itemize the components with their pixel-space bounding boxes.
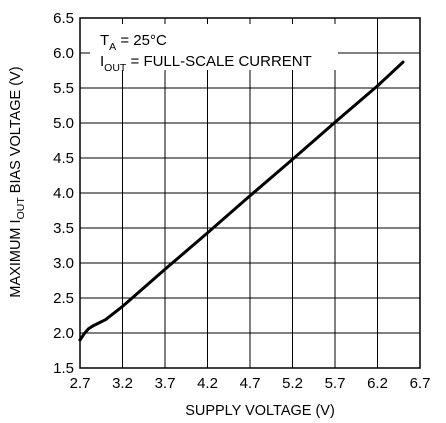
x-tick-label: 3.2 [112,375,133,392]
y-tick-label: 4.5 [53,150,74,167]
y-tick-label: 6.5 [53,10,74,27]
x-tick-label: 3.7 [155,375,176,392]
series-line [78,60,405,342]
grid [79,17,421,369]
annotation-temperature: TA = 25°C [100,32,167,53]
y-tick-label: 5.0 [53,115,74,132]
y-tick-label: 2.5 [53,290,74,307]
x-axis-label: SUPPLY VOLTAGE (V) [185,403,335,419]
y-tick-label: 2.0 [53,325,74,342]
annotation-current: IOUT = FULL-SCALE CURRENT [100,53,312,74]
x-tick-labels: 2.7 3.2 3.7 4.2 4.7 5.2 5.7 6.2 6.7 [70,375,431,392]
x-tick-label: 5.7 [325,375,346,392]
y-tick-label: 1.5 [53,360,74,377]
y-tick-label: 6.0 [53,45,74,62]
annotation-background [90,24,338,70]
y-tick-labels: 1.5 2.0 2.5 3.0 3.5 4.0 4.5 5.0 5.5 6.0 6.5 [53,10,74,377]
x-tick-label: 2.7 [70,375,91,392]
y-tick-label: 5.5 [53,80,74,97]
y-tick-label: 4.0 [53,185,74,202]
annotation-box: TA = 25°C IOUT = FULL-SCALE CURRENT [90,24,338,74]
x-tick-label: 5.2 [282,375,303,392]
plot-frame [79,17,421,369]
series-group [78,60,405,342]
x-tick-label: 6.2 [367,375,388,392]
x-tick-label: 4.2 [197,375,218,392]
x-tick-label: 6.7 [410,375,431,392]
y-tick-label: 3.5 [53,220,74,237]
x-tick-label: 4.7 [240,375,261,392]
y-tick-label: 3.0 [53,255,74,272]
y-axis-label: MAXIMUM IOUT BIAS VOLTAGE (V) [8,66,27,297]
